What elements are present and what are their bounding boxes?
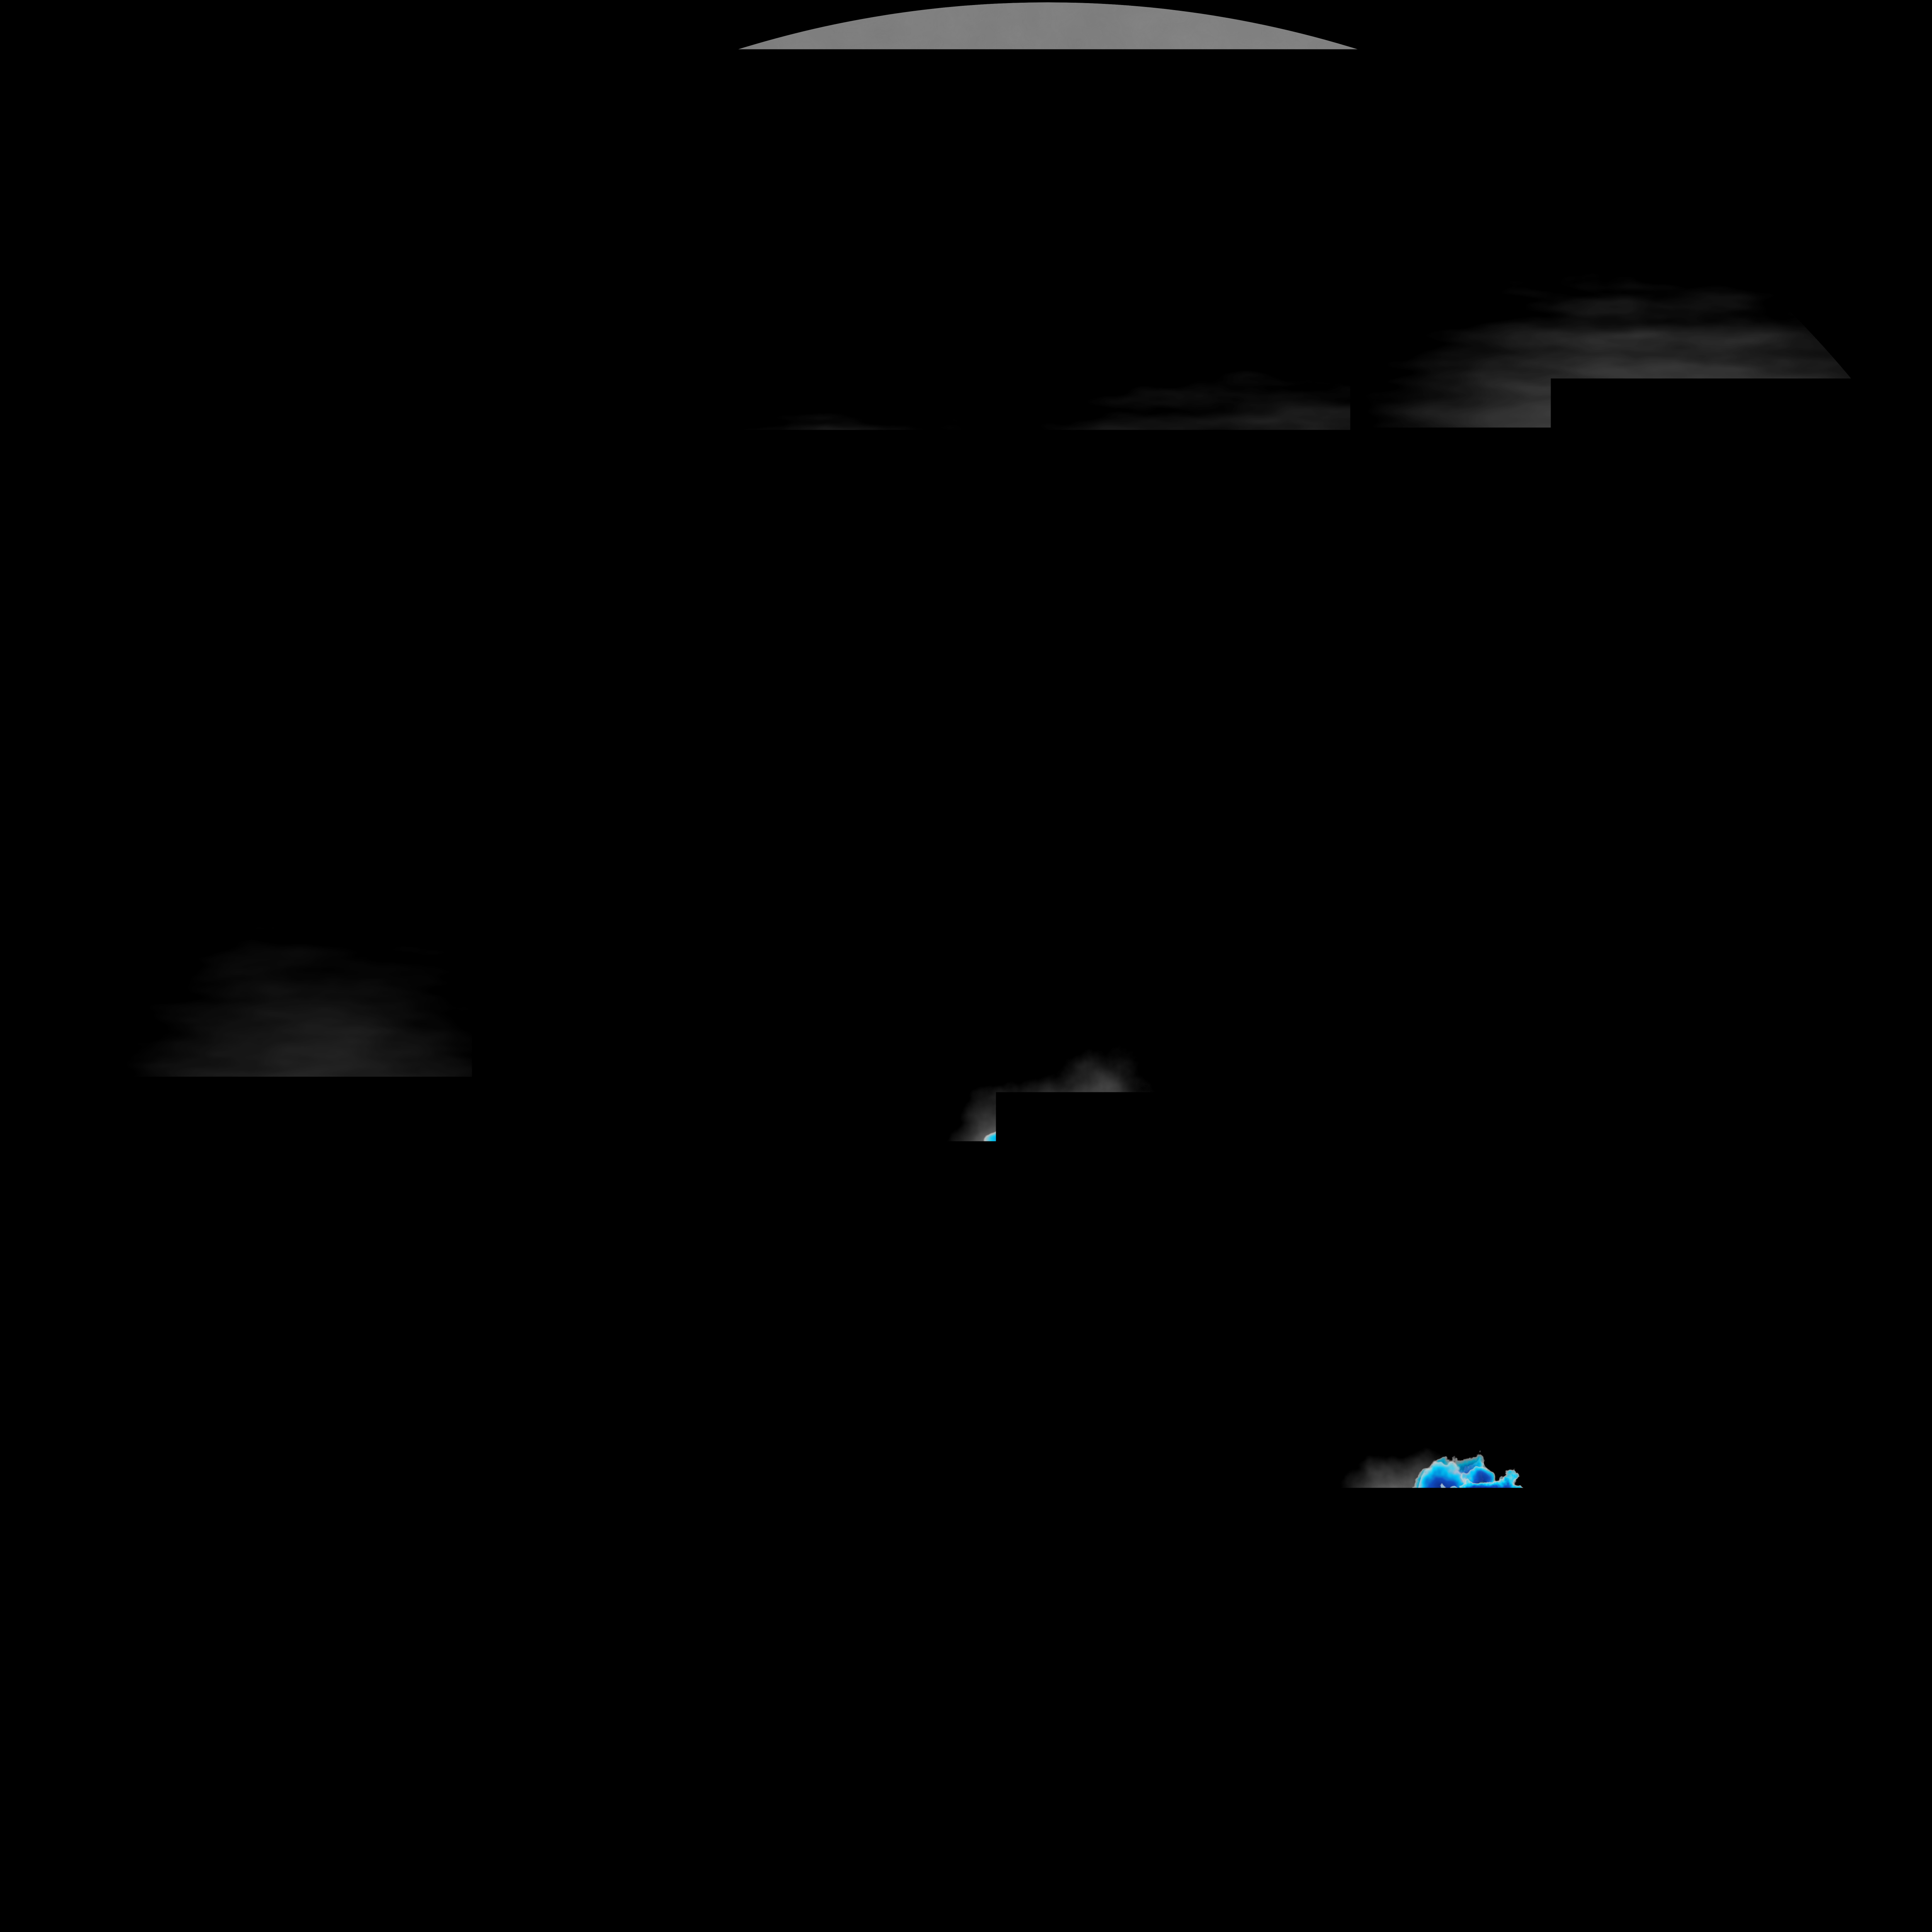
full-disk-satellite-image (0, 0, 1932, 1932)
satellite-image-viewport: Full-Disk Geostationary Satellite Infrar… (0, 0, 1932, 1932)
